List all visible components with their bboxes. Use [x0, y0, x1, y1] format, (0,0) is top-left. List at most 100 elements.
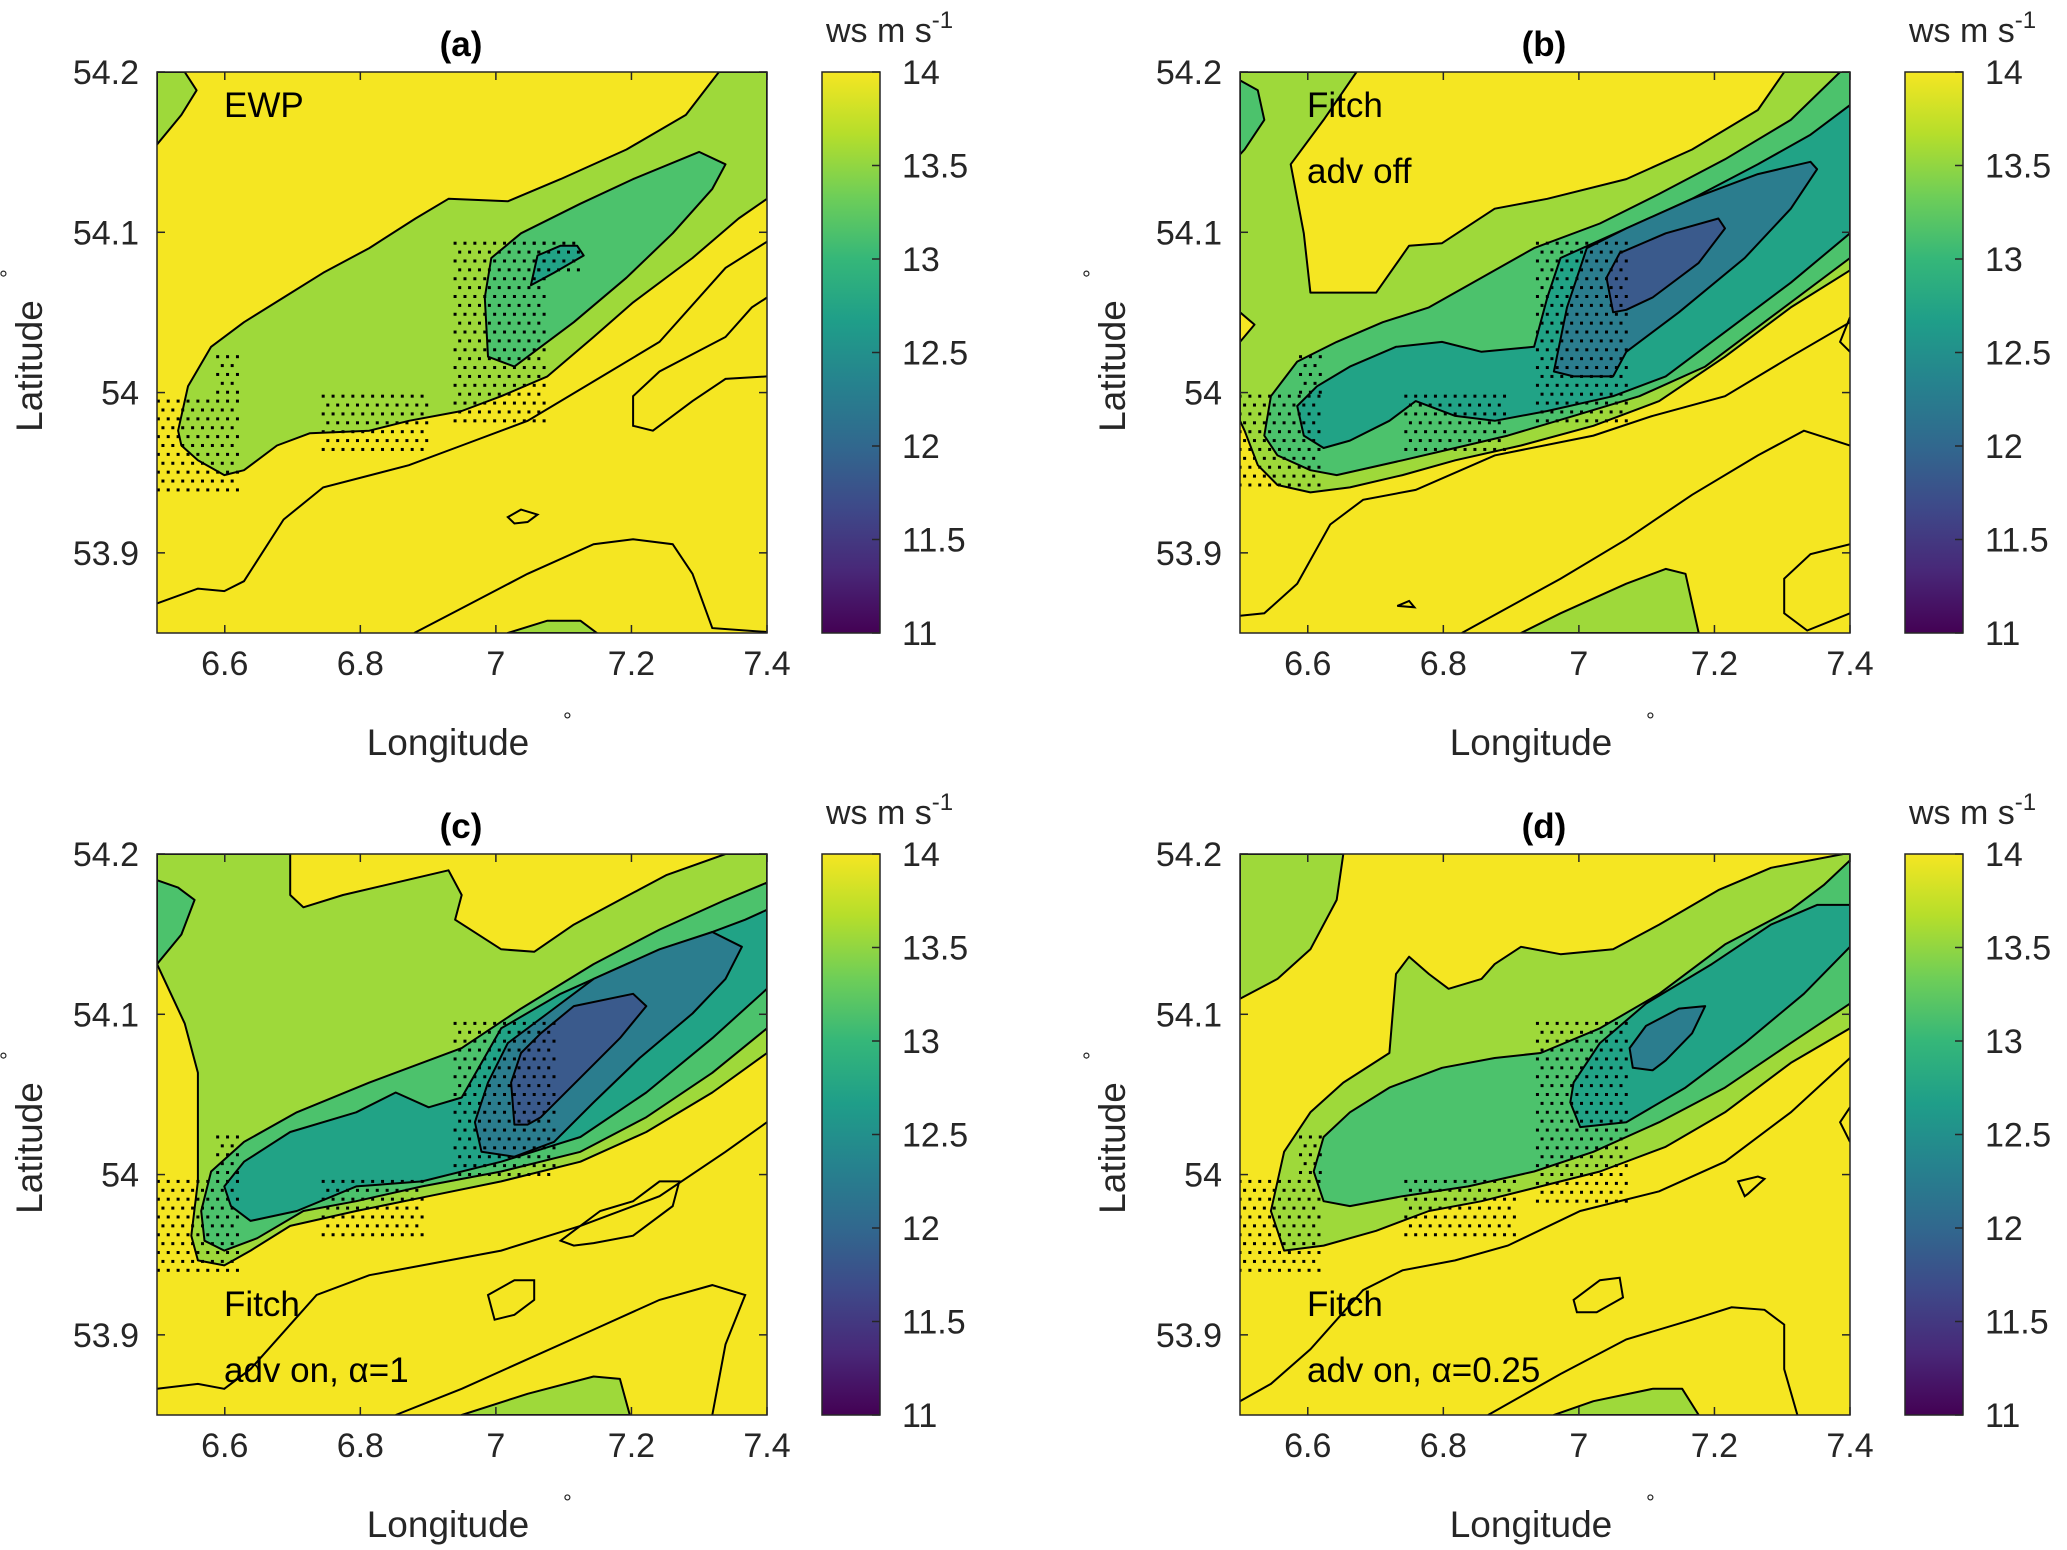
- stipple-dot: [493, 1039, 497, 1043]
- stipple-dot: [503, 1146, 507, 1150]
- stipple-dot: [1575, 241, 1579, 245]
- stipple-dot: [537, 1119, 541, 1123]
- stipple-dot: [1483, 1197, 1487, 1201]
- stipple-dot: [235, 1233, 239, 1237]
- stipple-dot: [527, 410, 531, 414]
- stipple-dot: [453, 1092, 457, 1096]
- stipple-dot: [1575, 1057, 1579, 1061]
- stipple-dot: [532, 419, 536, 423]
- stipple-dot: [157, 470, 160, 474]
- stipple-dot: [1605, 1039, 1609, 1043]
- stipple-dot: [226, 488, 230, 492]
- stipple-dot: [1535, 1128, 1539, 1132]
- stipple-dot: [503, 1075, 507, 1079]
- stipple-dot: [497, 1137, 501, 1141]
- stipple-dot: [512, 1075, 516, 1079]
- stipple-dot: [1599, 268, 1603, 272]
- stipple-dot: [1424, 1215, 1428, 1219]
- stipple-dot: [483, 330, 487, 334]
- stipple-dot: [216, 1171, 220, 1175]
- stipple-dot: [473, 241, 477, 245]
- stipple-dot: [1540, 268, 1544, 272]
- stipple-dot: [1473, 412, 1477, 416]
- stipple-dot: [1448, 403, 1452, 407]
- stipple-dot: [375, 421, 379, 425]
- stipple-dot: [176, 1268, 180, 1272]
- stipple-dot: [1605, 1057, 1609, 1061]
- stipple-dot: [473, 1039, 477, 1043]
- stipple-dot: [1307, 1233, 1311, 1237]
- stipple-dot: [1317, 1233, 1321, 1237]
- stipple-dot: [235, 1153, 239, 1157]
- colorbar-tick-label: 12: [1985, 428, 2023, 466]
- stipple-dot: [1248, 1233, 1252, 1237]
- stipple-dot: [1580, 1119, 1584, 1123]
- stipple-dot: [196, 470, 200, 474]
- stipple-dot: [336, 1188, 340, 1192]
- stipple-dot: [1483, 447, 1487, 451]
- stipple-dot: [1277, 412, 1281, 416]
- stipple-dot: [1550, 339, 1554, 343]
- x-tick-label: 6.8: [1420, 645, 1467, 683]
- contour-line: [1487, 1306, 1799, 1415]
- stipple-dot: [1605, 366, 1609, 370]
- stipple-dot: [517, 250, 521, 254]
- stipple-dot: [1307, 430, 1311, 434]
- stipple-dot: [1595, 312, 1599, 316]
- stipple-dot: [1585, 1075, 1589, 1079]
- colorbar-tick-label: 14: [1985, 54, 2023, 92]
- stipple-dot: [1540, 286, 1544, 290]
- stipple-dot: [547, 1173, 551, 1177]
- stipple-dot: [527, 1066, 531, 1070]
- significance-stipple: [1535, 241, 1628, 423]
- stipple-dot: [1277, 1179, 1281, 1183]
- stipple-dot: [1609, 250, 1613, 254]
- stipple-dot: [201, 1242, 205, 1246]
- stipple-dot: [210, 1188, 214, 1192]
- stipple-dot: [181, 426, 185, 430]
- stipple-dot: [1585, 1110, 1589, 1114]
- stipple-dot: [1555, 401, 1559, 405]
- stipple-dot: [1570, 1155, 1574, 1159]
- stipple-dot: [161, 479, 165, 483]
- stipple-dot: [493, 241, 497, 245]
- stipple-dot: [1463, 1233, 1467, 1237]
- panel-d: 6.6 6.8 7 7.2 7.453.95454.154.2Longitude°Lat…: [1079, 789, 2051, 1545]
- stipple-dot: [1609, 286, 1613, 290]
- stipple-dot: [341, 1215, 345, 1219]
- stipple-dot: [1277, 394, 1281, 398]
- stipple-dot: [1580, 1137, 1584, 1141]
- stipple-dot: [1545, 277, 1549, 281]
- colorbar-label-unit: ws m s: [1908, 794, 2015, 832]
- stipple-dot: [1268, 412, 1272, 416]
- stipple-dot: [1555, 1075, 1559, 1079]
- significance-stipple: [1535, 1021, 1628, 1203]
- stipple-dot: [458, 1101, 462, 1105]
- stipple-dot: [1560, 1173, 1564, 1177]
- stipple-dot: [1565, 330, 1569, 334]
- stipple-dot: [235, 488, 239, 492]
- stipple-dot: [527, 1048, 531, 1052]
- stipple-dot: [1580, 1048, 1584, 1052]
- stipple-dot: [1624, 277, 1628, 281]
- stipple-dot: [1619, 250, 1623, 254]
- stipple-dot: [166, 1233, 170, 1237]
- stipple-dot: [1609, 410, 1613, 414]
- stipple-dot: [420, 1215, 424, 1219]
- y-axis-unit-symbol: °: [0, 1051, 21, 1060]
- stipple-dot: [331, 1215, 335, 1219]
- stipple-dot: [1268, 430, 1272, 434]
- stipple-dot: [1570, 303, 1574, 307]
- stipple-dot: [512, 1021, 516, 1025]
- stipple-dot: [181, 1206, 185, 1210]
- stipple-dot: [1565, 1199, 1569, 1203]
- colorbar-tick-label: 12.5: [902, 1117, 968, 1155]
- stipple-dot: [1507, 1206, 1511, 1210]
- stipple-dot: [176, 1179, 180, 1183]
- stipple-dot: [1243, 456, 1247, 460]
- stipple-dot: [1540, 1030, 1544, 1034]
- stipple-dot: [1483, 1179, 1487, 1183]
- colorbar-tick-label: 13.5: [902, 930, 968, 968]
- stipple-dot: [351, 394, 355, 398]
- stipple-dot: [210, 1206, 214, 1210]
